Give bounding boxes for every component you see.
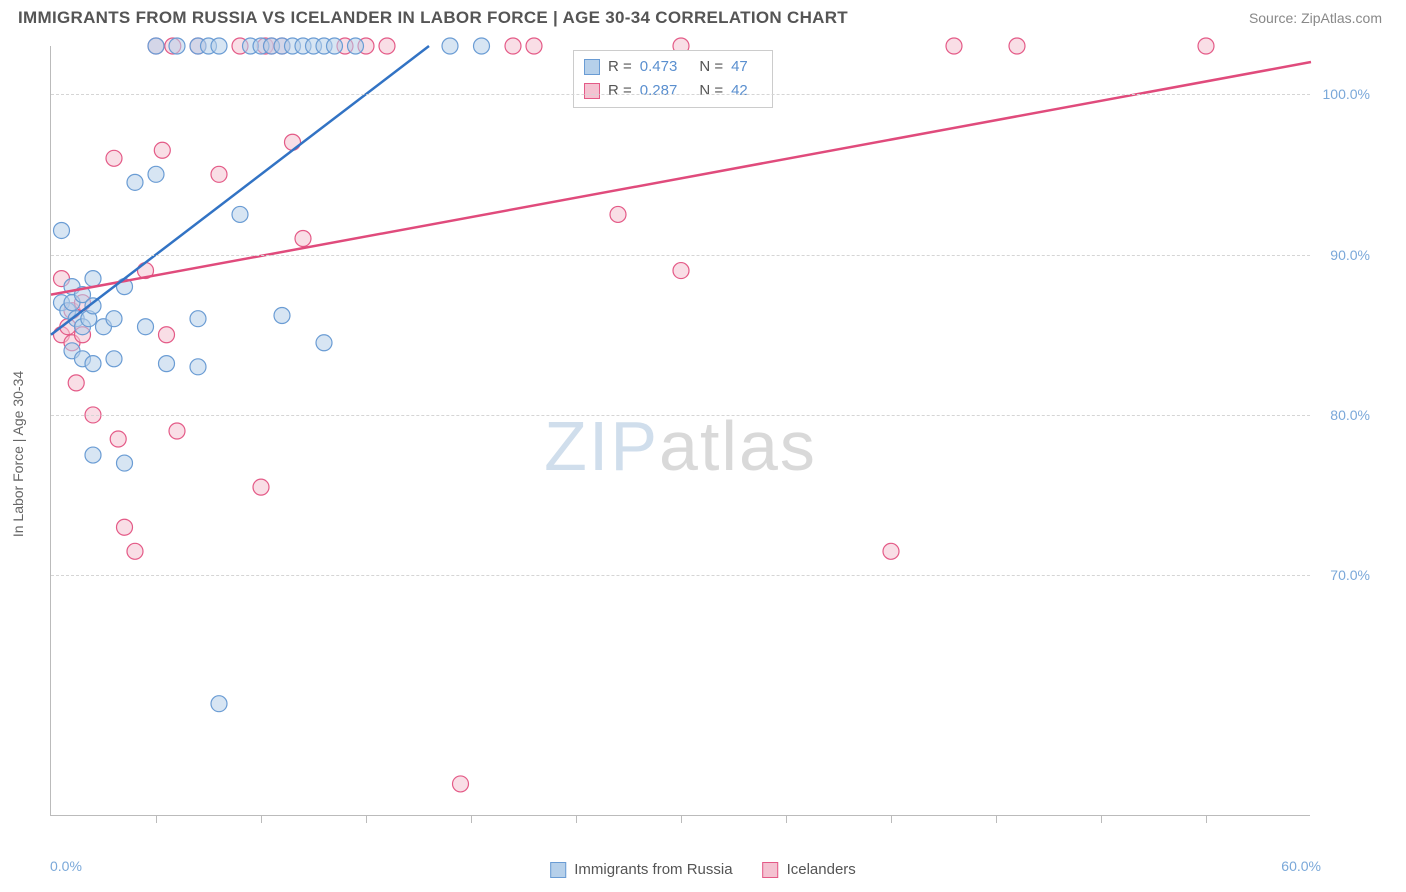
- data-point: [154, 142, 170, 158]
- y-tick-label: 80.0%: [1330, 407, 1370, 423]
- data-point: [526, 38, 542, 54]
- data-point: [127, 543, 143, 559]
- x-tick: [156, 815, 157, 823]
- legend-item-iceland: Icelanders: [763, 861, 856, 878]
- scatter-svg: [51, 46, 1310, 815]
- n-value-iceland: 42: [731, 79, 748, 103]
- data-point: [127, 174, 143, 190]
- stats-row-iceland: R = 0.287 N = 42: [584, 79, 762, 103]
- data-point: [474, 38, 490, 54]
- data-point: [148, 38, 164, 54]
- legend-label-iceland: Icelanders: [787, 861, 856, 878]
- data-point: [106, 311, 122, 327]
- data-point: [453, 776, 469, 792]
- data-point: [211, 166, 227, 182]
- x-tick: [681, 815, 682, 823]
- x-tick: [1101, 815, 1102, 823]
- data-point: [1009, 38, 1025, 54]
- data-point: [190, 359, 206, 375]
- chart-title: IMMIGRANTS FROM RUSSIA VS ICELANDER IN L…: [18, 8, 848, 28]
- y-tick-label: 70.0%: [1330, 567, 1370, 583]
- data-point: [673, 263, 689, 279]
- gridline-h: [51, 94, 1310, 95]
- n-value-russia: 47: [731, 55, 748, 79]
- data-point: [85, 271, 101, 287]
- legend-swatch-russia: [584, 59, 600, 75]
- x-tick: [576, 815, 577, 823]
- n-label: N =: [699, 79, 723, 103]
- data-point: [85, 447, 101, 463]
- r-label: R =: [608, 55, 632, 79]
- gridline-h: [51, 255, 1310, 256]
- r-label: R =: [608, 79, 632, 103]
- data-point: [442, 38, 458, 54]
- source-label: Source: ZipAtlas.com: [1249, 10, 1382, 26]
- data-point: [285, 134, 301, 150]
- correlation-stats-box: R = 0.473 N = 47 R = 0.287 N = 42: [573, 50, 773, 108]
- data-point: [946, 38, 962, 54]
- legend-item-russia: Immigrants from Russia: [550, 861, 732, 878]
- data-point: [148, 166, 164, 182]
- data-point: [232, 206, 248, 222]
- data-point: [505, 38, 521, 54]
- x-tick: [786, 815, 787, 823]
- x-tick: [1206, 815, 1207, 823]
- bottom-legend: Immigrants from Russia Icelanders: [550, 861, 856, 878]
- data-point: [211, 38, 227, 54]
- y-tick-label: 100.0%: [1323, 86, 1370, 102]
- data-point: [883, 543, 899, 559]
- data-point: [295, 231, 311, 247]
- x-axis-min-label: 0.0%: [50, 858, 82, 874]
- data-point: [274, 308, 290, 324]
- data-point: [253, 479, 269, 495]
- data-point: [117, 455, 133, 471]
- data-point: [190, 311, 206, 327]
- legend-swatch-russia: [550, 862, 566, 878]
- data-point: [1198, 38, 1214, 54]
- data-point: [138, 319, 154, 335]
- data-point: [610, 206, 626, 222]
- data-point: [211, 696, 227, 712]
- data-point: [85, 356, 101, 372]
- legend-swatch-iceland: [763, 862, 779, 878]
- data-point: [169, 38, 185, 54]
- r-value-russia: 0.473: [640, 55, 678, 79]
- y-tick-label: 90.0%: [1330, 247, 1370, 263]
- data-point: [159, 327, 175, 343]
- x-tick: [261, 815, 262, 823]
- data-point: [106, 351, 122, 367]
- data-point: [110, 431, 126, 447]
- data-point: [316, 335, 332, 351]
- x-tick: [366, 815, 367, 823]
- x-tick: [996, 815, 997, 823]
- gridline-h: [51, 575, 1310, 576]
- data-point: [106, 150, 122, 166]
- stats-row-russia: R = 0.473 N = 47: [584, 55, 762, 79]
- chart-plot-area: ZIPatlas R = 0.473 N = 47 R = 0.287 N = …: [50, 46, 1310, 816]
- r-value-iceland: 0.287: [640, 79, 678, 103]
- x-axis-max-label: 60.0%: [1281, 858, 1321, 874]
- data-point: [159, 356, 175, 372]
- data-point: [348, 38, 364, 54]
- n-label: N =: [699, 55, 723, 79]
- data-point: [169, 423, 185, 439]
- regression-line: [51, 46, 429, 335]
- data-point: [117, 519, 133, 535]
- data-point: [327, 38, 343, 54]
- x-tick: [471, 815, 472, 823]
- legend-label-russia: Immigrants from Russia: [574, 861, 732, 878]
- data-point: [54, 222, 70, 238]
- gridline-h: [51, 415, 1310, 416]
- y-axis-title: In Labor Force | Age 30-34: [10, 371, 26, 537]
- data-point: [68, 375, 84, 391]
- legend-swatch-iceland: [584, 83, 600, 99]
- data-point: [379, 38, 395, 54]
- x-tick: [891, 815, 892, 823]
